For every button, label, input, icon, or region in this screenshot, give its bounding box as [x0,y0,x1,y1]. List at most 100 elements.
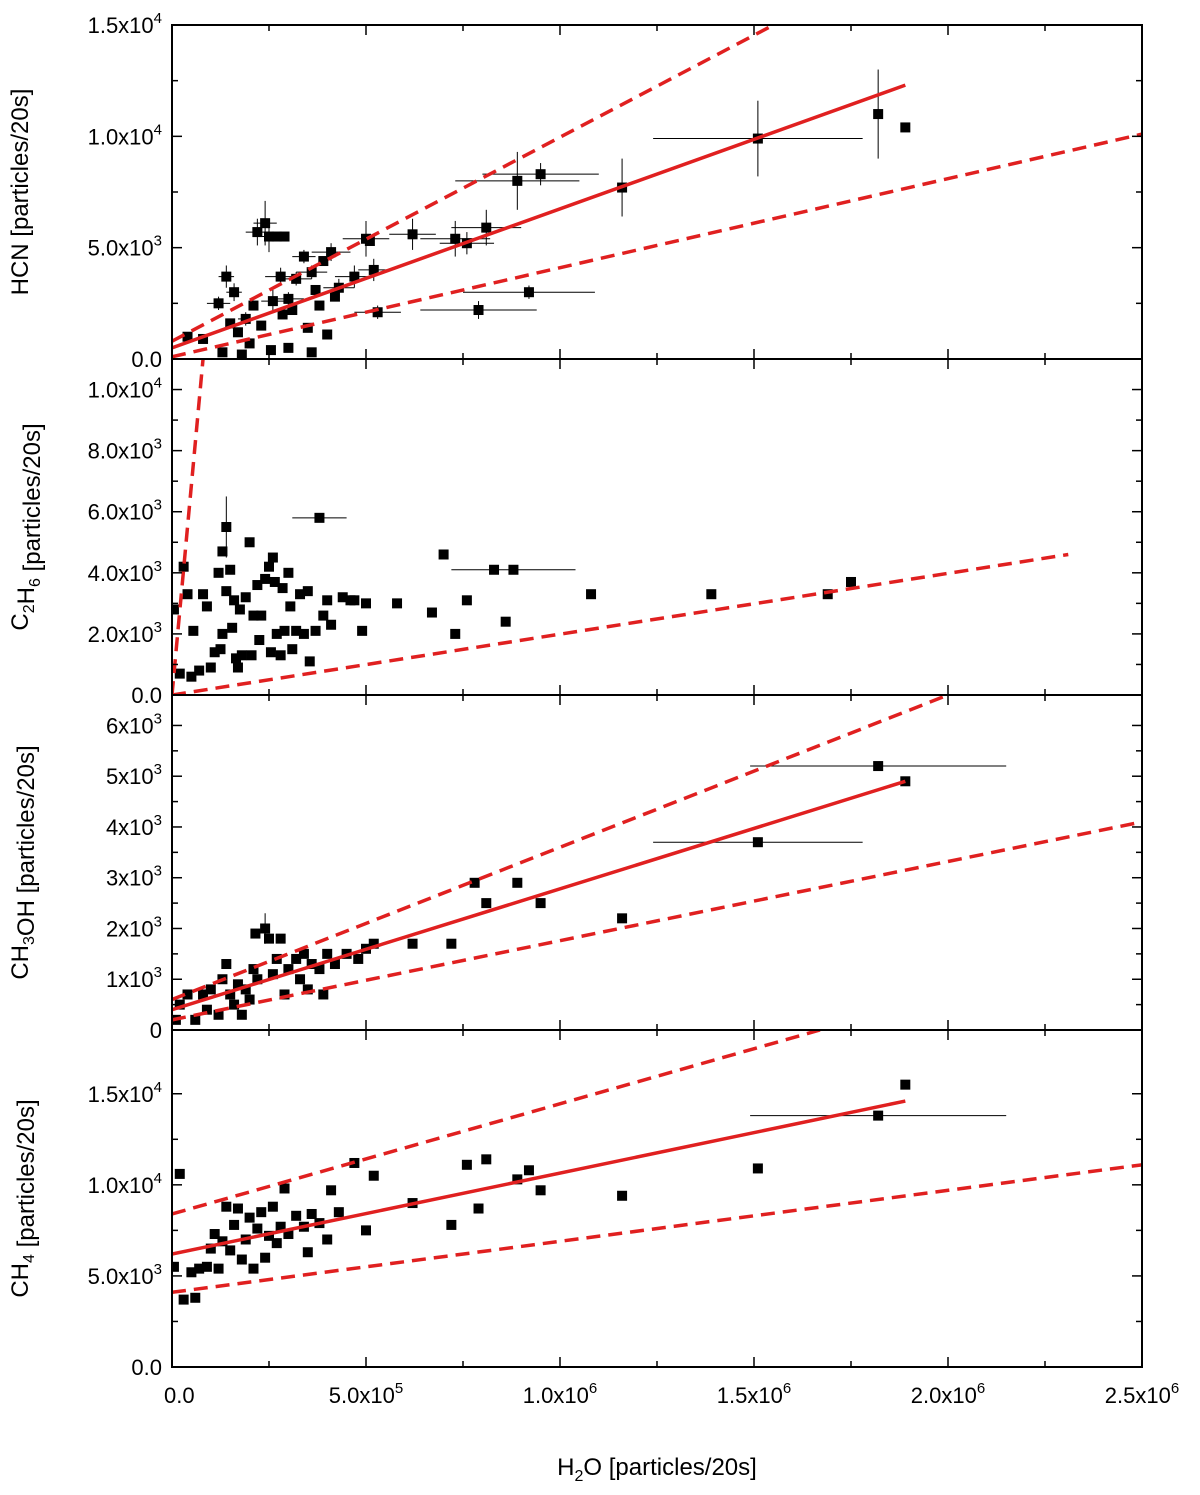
x-tick-label: 5.0x105 [329,1380,403,1408]
data-point [846,576,856,587]
data-point [523,287,534,298]
data-point [256,320,267,331]
data-point [182,331,193,342]
data-point [450,233,461,244]
data-point [873,109,884,120]
data-point [254,635,265,646]
data-point [267,1201,278,1212]
data-point [234,604,245,615]
data-point [372,307,383,318]
data-point [368,1170,379,1181]
data-point [438,549,449,560]
data-point [217,546,228,557]
data-point [264,1230,274,1241]
data-point [205,984,216,995]
data-point [291,625,302,636]
data-point [201,1004,212,1015]
data-point [271,231,282,242]
data-point [275,1221,286,1232]
data-point [201,601,212,612]
y-tick-label: 0.0 [131,1355,162,1380]
data-point [314,512,325,523]
data-point [337,592,348,603]
panel-frame [171,694,1143,1031]
data-point [314,300,325,311]
data-point [229,1219,240,1230]
confidence-band-line [172,1030,821,1216]
data-point [306,959,317,970]
data-point [306,347,317,358]
data-point [213,567,224,578]
y-tick-label: 5.0x103 [88,1261,162,1289]
data-point [900,122,911,133]
data-point [225,989,236,1000]
data-point [287,644,298,655]
data-point [252,227,263,238]
data-point [310,625,321,636]
data-point [535,1185,546,1196]
data-point [446,1219,457,1230]
data-point [285,601,296,612]
confidence-band-line [172,820,1142,1022]
data-point [287,305,298,316]
y-axis-title: CH3OH [particles/20s] [7,745,40,979]
data-point [198,989,209,1000]
panel-c2h6: 0.0 2.0x103 4.0x103 6.0x103 8.0x103 1.0x104 C2… [7,358,1143,708]
data-point [182,589,193,600]
data-point [256,610,267,621]
y-axis-title: C2H6 [particles/20s] [7,423,46,630]
data-point [260,1252,271,1263]
fit-line [172,83,906,350]
data-point [461,1159,472,1170]
confidence-band-line [172,132,1142,359]
data-point [248,300,259,311]
data-point [225,564,236,575]
data-point [275,933,286,944]
plot-area-hcn [172,25,1142,359]
data-point [314,964,325,975]
data-point [302,322,313,333]
panel-ch4: 0.0 5.0x103 1.0x104 1.5x104 CH4 [particles/2… [7,1029,1143,1380]
data-point [353,953,364,964]
data-point [232,1203,243,1214]
data-point [246,650,257,661]
data-point [178,1294,189,1305]
data-point [326,247,337,258]
data-point [279,1183,290,1194]
data-point [265,647,276,658]
data-point [461,595,472,606]
y-tick-label: 1.0x104 [88,375,162,403]
data-point [291,1210,302,1221]
data-point [225,318,236,329]
data-point [260,218,271,229]
panel-frame [171,358,1143,696]
data-point [500,616,511,627]
data-point [310,284,321,295]
y-tick-label: 1.0x104 [88,1170,162,1198]
data-point [229,999,240,1010]
data-point [586,589,597,600]
data-point [217,1236,228,1247]
data-point [271,1238,282,1249]
data-point [229,595,240,606]
data-point [752,837,763,848]
panel-frame [171,1029,1143,1368]
data-point [306,1208,317,1219]
fit-line [172,779,906,1012]
data-point [186,671,197,682]
data-point [306,267,317,278]
data-point [298,948,309,959]
data-point [256,1207,267,1218]
data-point [260,923,271,934]
data-point [172,604,179,615]
y-tick-label: 5.0x103 [88,233,162,261]
data-point [205,662,216,673]
y-tick-label: 3x103 [106,863,162,891]
data-point [190,1292,201,1303]
data-point [217,347,228,358]
data-point [295,589,306,600]
data-point [244,994,255,1005]
data-point [275,650,286,661]
fit-line [172,1099,906,1256]
data-point [283,342,294,353]
